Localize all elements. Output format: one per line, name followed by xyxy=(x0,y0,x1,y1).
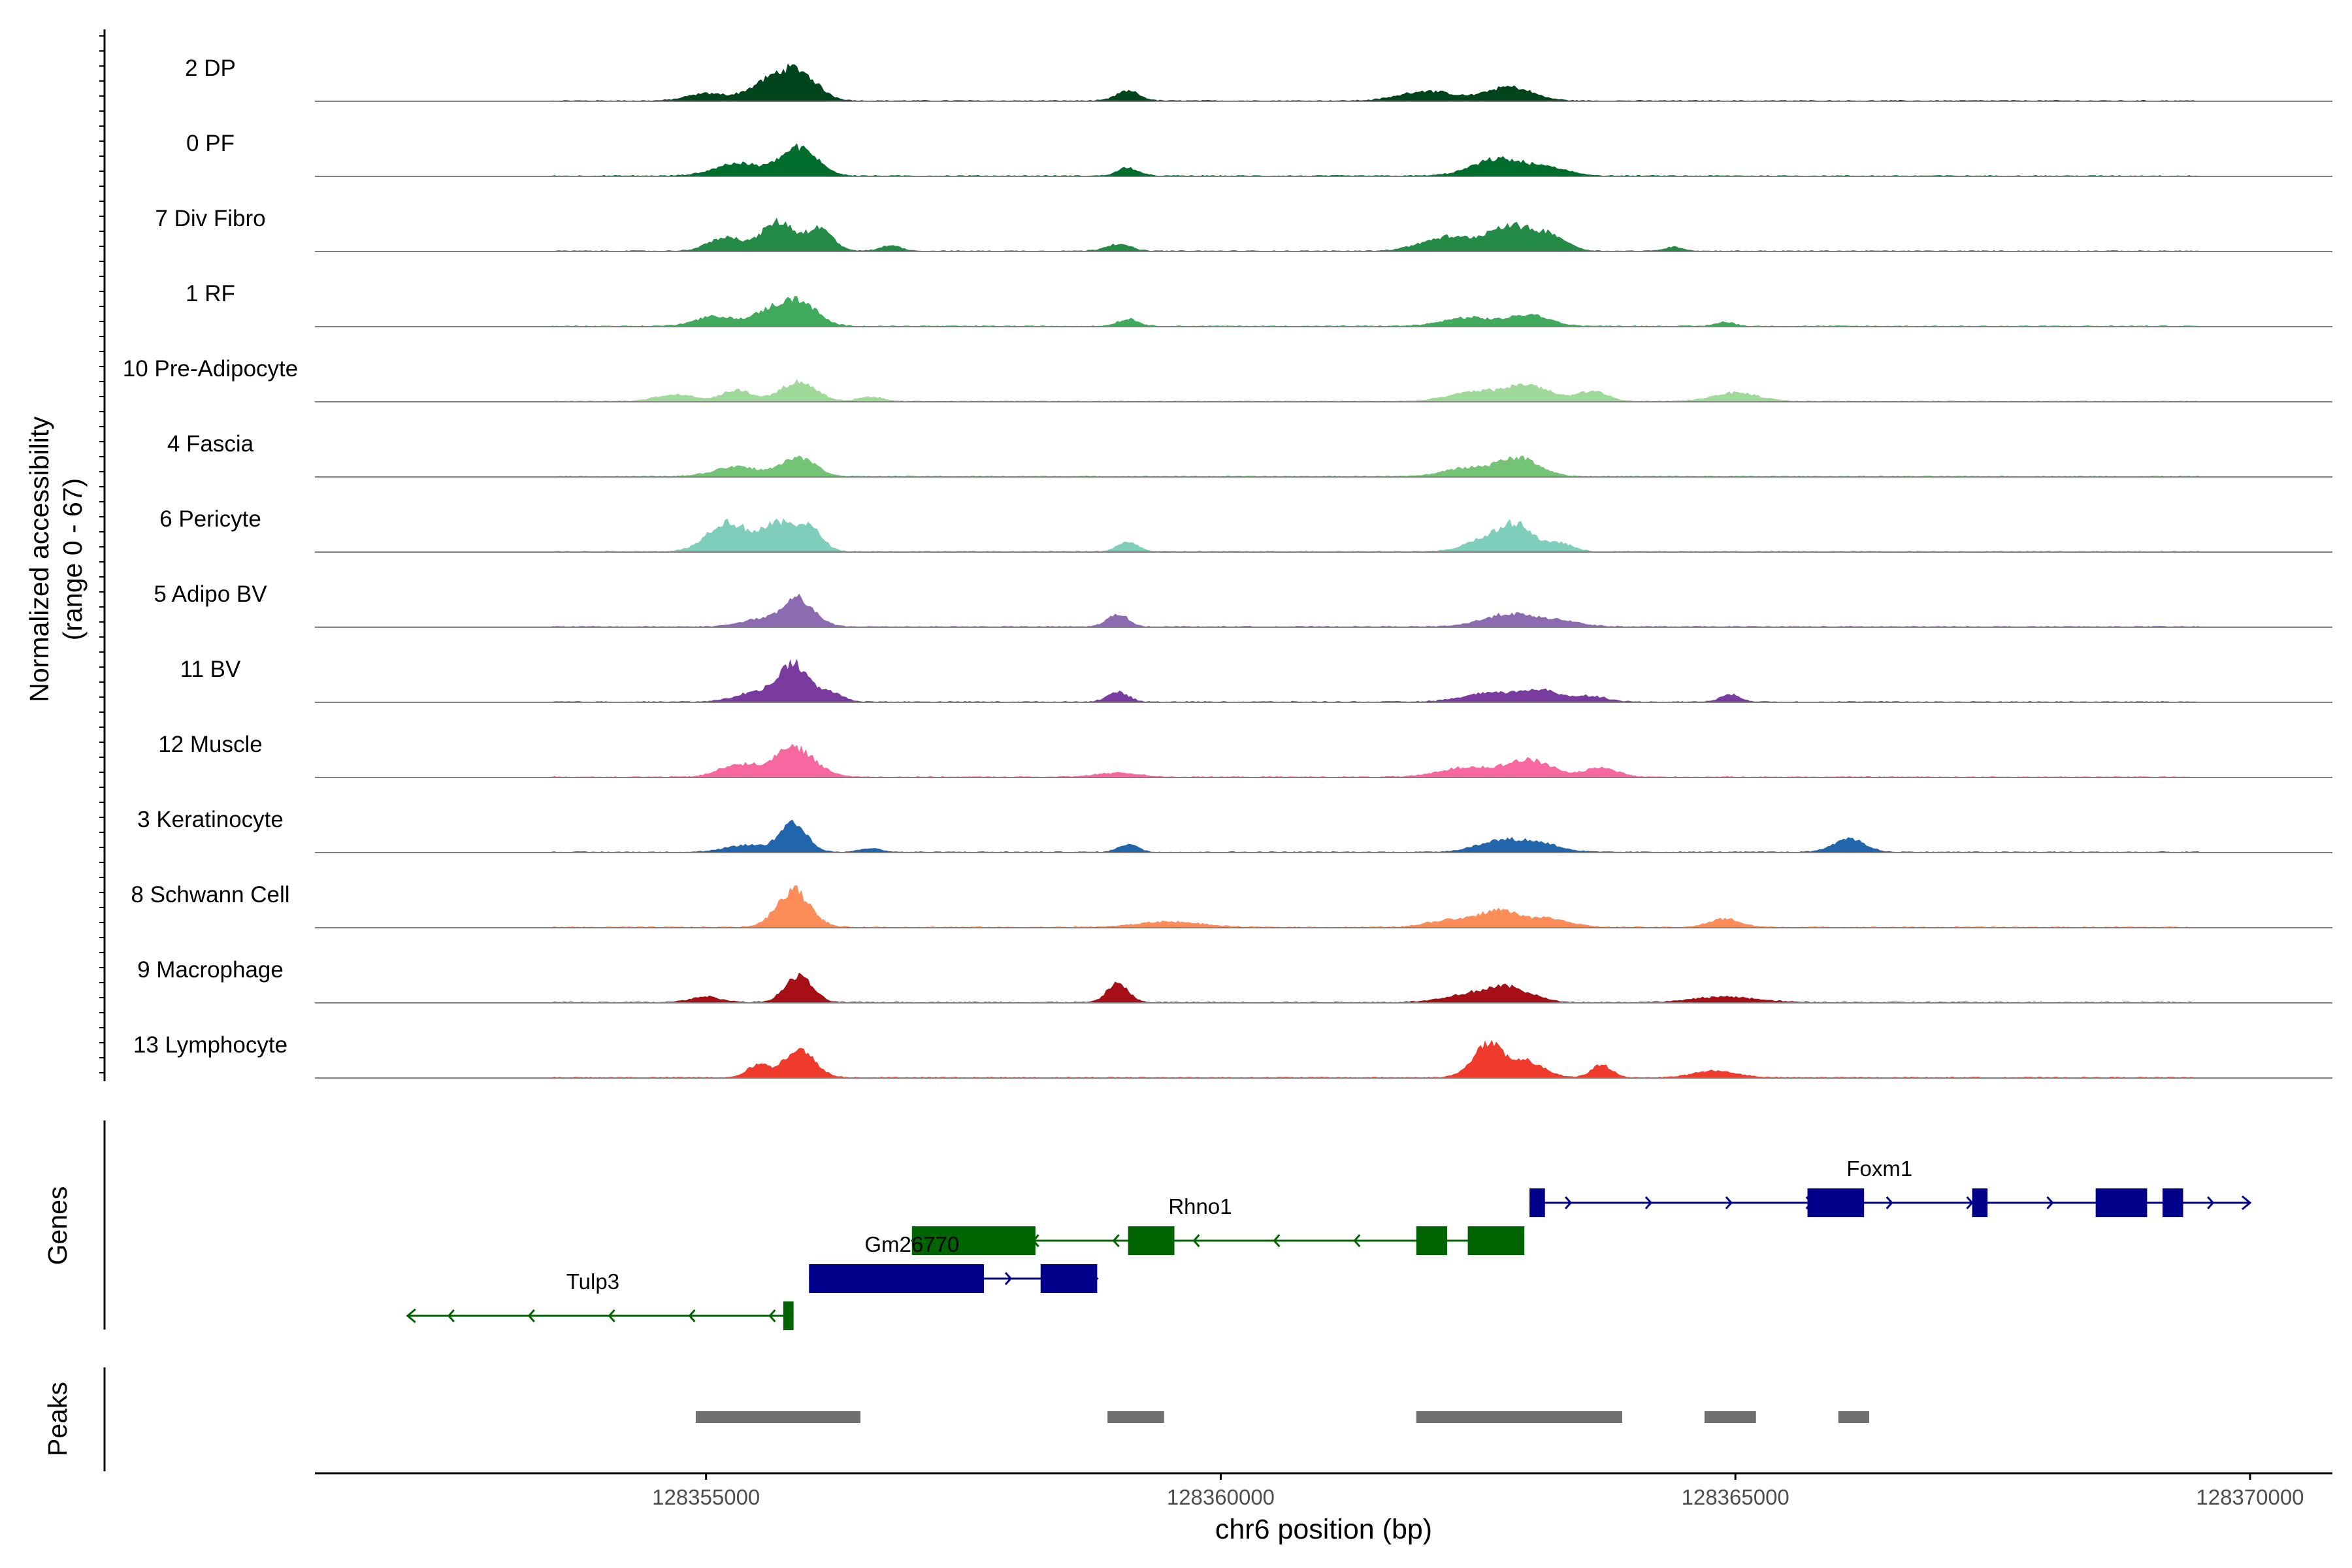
track: 11 BV xyxy=(180,657,2332,703)
peaks-panel-label: Peaks xyxy=(42,1382,73,1456)
track: 2 DP xyxy=(185,56,2332,102)
x-axis-title: chr6 position (bp) xyxy=(1215,1514,1432,1545)
genes-panel: Genes Foxm1 Rhno1 Gm26770 Tulp3 xyxy=(42,1120,2252,1330)
gene-name-label: Foxm1 xyxy=(1846,1156,1912,1181)
gene-exon xyxy=(1467,1226,1525,1255)
gene-exon xyxy=(2163,1188,2183,1217)
track-label: 5 Adipo BV xyxy=(154,581,267,607)
track-label: 8 Schwann Cell xyxy=(131,882,289,907)
strand-arrow xyxy=(406,1308,416,1324)
x-axis: chr6 position (bp) 128355000 128360000 128… xyxy=(315,1472,2332,1545)
gene-model: Tulp3 xyxy=(406,1269,794,1330)
track: 5 Adipo BV xyxy=(154,581,2332,628)
gene-exon xyxy=(809,1264,985,1293)
track-label: 2 DP xyxy=(185,56,236,81)
gene-name-label: Rhno1 xyxy=(1168,1194,1232,1218)
x-axis-tick-label: 128355000 xyxy=(652,1485,760,1509)
genes-panel-label: Genes xyxy=(42,1186,73,1266)
track-label: 0 PF xyxy=(186,131,235,156)
peak-region xyxy=(695,1411,861,1423)
track: 8 Schwann Cell xyxy=(131,882,2332,928)
strand-arrow xyxy=(1644,1196,1653,1209)
strand-arrow xyxy=(608,1309,615,1322)
gene-exon xyxy=(1040,1264,1098,1293)
track-label: 7 Div Fibro xyxy=(155,206,265,231)
track: 12 Muscle xyxy=(158,732,2332,778)
track-label: 6 Pericyte xyxy=(159,506,261,532)
y-axis-title: Normalized accessibility (range 0 - 67) xyxy=(24,416,88,702)
strand-arrow xyxy=(1004,1272,1013,1285)
track-label: 10 Pre-Adipocyte xyxy=(123,356,298,382)
track: 6 Pericyte xyxy=(159,506,2332,553)
coverage-axis xyxy=(99,29,106,1081)
track-label: 13 Lymphocyte xyxy=(133,1032,287,1058)
strand-arrow xyxy=(1353,1234,1361,1247)
strand-arrow xyxy=(768,1309,776,1322)
coverage-tracks: 2 DP 0 PF 7 Div Fibro 1 RF 10 Pre-Adipocyte 4… xyxy=(123,56,2332,1079)
strand-arrow xyxy=(1564,1196,1573,1209)
strand-arrow xyxy=(2241,1195,2252,1211)
gene-name-label: Tulp3 xyxy=(566,1269,619,1294)
track-label: 12 Muscle xyxy=(158,732,263,757)
track: 0 PF xyxy=(186,131,2332,177)
strand-arrow xyxy=(1886,1196,1893,1209)
peak-region xyxy=(1838,1411,1870,1423)
gene-exon xyxy=(1529,1188,1545,1217)
y-axis-label-line1: Normalized accessibility xyxy=(24,416,54,702)
gene-exon xyxy=(783,1301,794,1330)
strand-arrow xyxy=(2207,1196,2215,1209)
gene-model: Rhno1 xyxy=(910,1194,1525,1255)
gene-exon xyxy=(1128,1226,1175,1255)
peaks-panel: Peaks xyxy=(42,1367,1870,1471)
gene-exon xyxy=(1416,1226,1448,1255)
strand-arrow xyxy=(1273,1234,1281,1247)
peak-region xyxy=(1107,1411,1164,1423)
gene-exon xyxy=(2095,1188,2148,1217)
peak-region xyxy=(1416,1411,1622,1423)
track: 10 Pre-Adipocyte xyxy=(123,356,2332,402)
x-axis-tick-label: 128365000 xyxy=(1682,1485,1789,1509)
gene-model: Foxm1 xyxy=(1529,1156,2252,1217)
track: 4 Fascia xyxy=(167,431,2332,478)
gene-exon xyxy=(1972,1188,1988,1217)
strand-arrow xyxy=(1192,1234,1200,1247)
track-label: 3 Keratinocyte xyxy=(137,807,284,832)
track: 9 Macrophage xyxy=(137,957,2332,1004)
gene-exon xyxy=(1807,1188,1865,1217)
track-label: 11 BV xyxy=(180,657,241,682)
strand-arrow xyxy=(2046,1196,2054,1209)
gene-name-label: Gm26770 xyxy=(864,1232,959,1256)
track-label: 9 Macrophage xyxy=(137,957,284,983)
x-axis-tick-label: 128370000 xyxy=(2196,1485,2304,1509)
strand-arrow xyxy=(527,1309,535,1322)
track: 1 RF xyxy=(186,281,2332,327)
gene-model: Gm26770 xyxy=(809,1232,1099,1293)
peak-region xyxy=(1704,1411,1756,1423)
track-label: 4 Fascia xyxy=(167,431,254,457)
track: 13 Lymphocyte xyxy=(133,1032,2332,1079)
track: 3 Keratinocyte xyxy=(137,807,2332,853)
track-label: 1 RF xyxy=(186,281,235,306)
gene-exon xyxy=(911,1226,1036,1255)
x-axis-tick-label: 128360000 xyxy=(1167,1485,1275,1509)
strand-arrow xyxy=(688,1309,696,1322)
track: 7 Div Fibro xyxy=(155,206,2332,252)
strand-arrow xyxy=(447,1309,455,1322)
strand-arrow xyxy=(1725,1196,1733,1209)
strand-arrow xyxy=(1112,1234,1120,1247)
y-axis-label-line2: (range 0 - 67) xyxy=(57,478,88,640)
strand-arrow xyxy=(1966,1196,1974,1209)
